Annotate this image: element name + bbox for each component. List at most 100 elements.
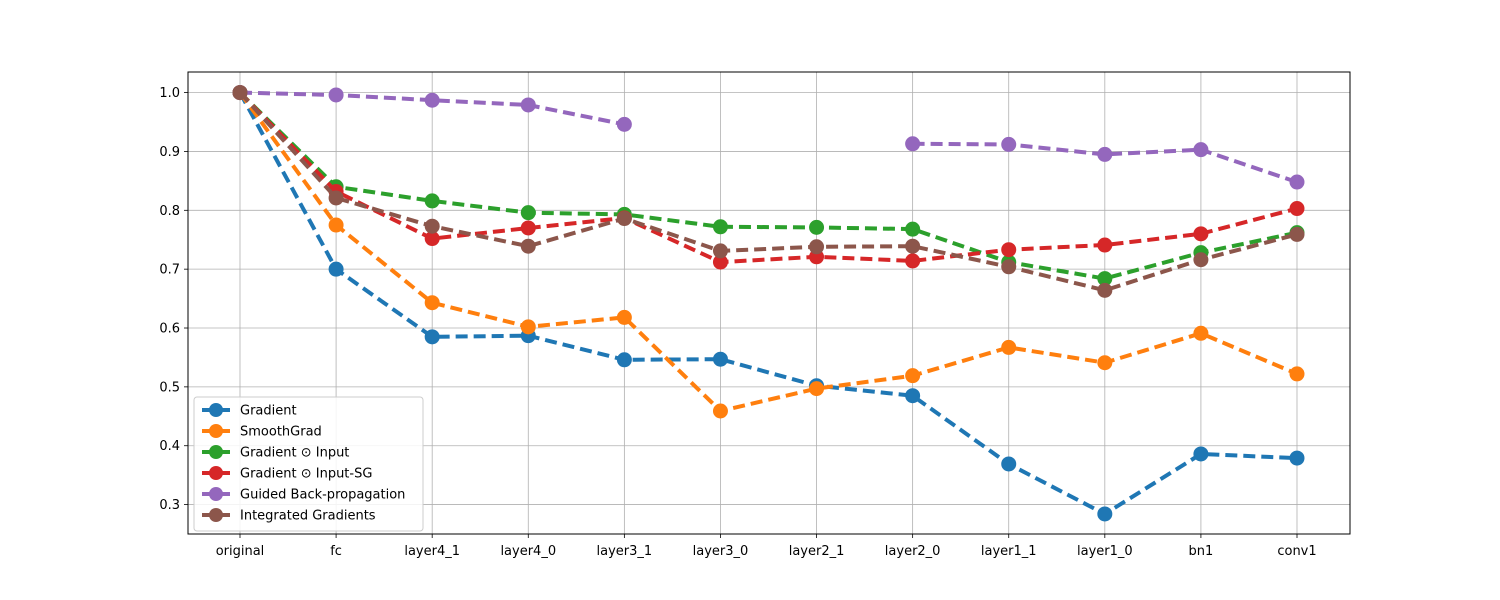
y-tick-label: 0.6 [159,322,180,337]
data-point [424,231,440,247]
data-point [1001,339,1017,355]
legend-label: SmoothGrad [240,425,322,440]
y-tick-label: 0.3 [159,498,180,513]
data-point [520,205,536,221]
series-line [912,141,1298,184]
data-point [1001,136,1017,152]
x-tick-label: fc [330,544,342,559]
data-point [616,352,632,368]
data-point [520,238,536,254]
data-point [712,219,728,235]
data-point [616,116,632,132]
data-point [809,239,825,255]
legend-swatch-marker [209,466,223,480]
data-point [328,190,344,206]
data-point [328,217,344,233]
data-point [1001,242,1017,258]
data-point [424,193,440,209]
data-point [424,218,440,234]
data-point [1097,355,1113,371]
legend-swatch-marker [209,508,223,522]
data-point [424,329,440,345]
y-tick-label: 0.4 [159,439,180,454]
data-point [905,388,921,404]
data-point [616,211,632,227]
y-tick-label: 1.0 [159,86,180,101]
data-point [1289,201,1305,217]
x-tick-label: layer2_1 [789,544,845,559]
data-point [1097,237,1113,253]
series-line [238,91,1298,293]
data-point [905,136,921,152]
series-line [238,91,1298,516]
data-point [424,295,440,311]
data-point [809,381,825,397]
data-point [1193,226,1209,242]
data-point [520,220,536,236]
x-tick-label: bn1 [1189,544,1214,559]
y-tick-label: 0.9 [159,145,180,160]
data-point [712,254,728,270]
y-tick-label: 0.7 [159,263,180,278]
series-line [238,91,1298,413]
y-tick-label: 0.5 [159,380,180,395]
legend-label: Guided Back-propagation [240,488,405,503]
data-point [1289,174,1305,190]
legend-swatch-marker [209,424,223,438]
x-axis: original fc layer4_1 layer4_0 layer3_1 layer3… [216,534,1317,559]
legend-label: Gradient ⊙ Input-SG [240,467,372,482]
legend-entry: Gradient ⊙ Input [202,445,349,461]
data-point [1097,506,1113,522]
x-tick-label: layer3_0 [693,544,749,559]
y-tick-label: 0.8 [159,204,180,219]
data-point [1001,259,1017,275]
series-line [238,91,1298,281]
data-point [520,319,536,335]
series-group [232,85,1305,522]
data-point [616,309,632,325]
legend-label: Integrated Gradients [240,509,376,524]
data-point [520,97,536,113]
y-axis: 0.3 0.4 0.5 0.6 0.7 0.8 0.9 1.0 [159,86,188,513]
data-point [1097,271,1113,287]
legend-label: Gradient [240,404,297,419]
legend-entry: Integrated Gradients [202,508,376,524]
x-tick-label: layer4_0 [500,544,556,559]
x-tick-label: layer3_1 [597,544,653,559]
data-point [905,253,921,269]
data-point [1193,252,1209,268]
data-point [712,351,728,367]
legend-swatch-marker [209,445,223,459]
legend-entry: Gradient [202,403,297,419]
data-point [712,403,728,419]
data-point [809,219,825,235]
series-6 [232,85,1305,298]
data-point [1289,366,1305,382]
legend-swatch-marker [209,487,223,501]
x-tick-label: original [216,544,265,559]
data-point [712,243,728,259]
x-tick-label: layer4_1 [404,544,460,559]
data-point [1289,450,1305,466]
series-line [239,90,625,127]
data-point [1097,146,1113,162]
legend-label: Gradient ⊙ Input [240,446,349,461]
data-point [905,368,921,384]
data-point [1097,282,1113,298]
x-tick-label: layer1_1 [981,544,1037,559]
data-point [905,221,921,237]
data-point [1193,325,1209,341]
legend: Gradient SmoothGrad Gradient ⊙ Input Gradie… [193,396,424,532]
legend-entry: Gradient ⊙ Input-SG [202,466,372,482]
data-point [232,85,248,101]
x-tick-label: conv1 [1277,544,1316,559]
plot-area-frame [187,71,1351,535]
data-point [905,238,921,254]
data-point [1001,456,1017,472]
data-point [328,261,344,277]
x-tick-label: layer1_0 [1077,544,1133,559]
legend-swatch-marker [209,403,223,417]
series-5 [232,85,1305,190]
series-line [238,91,1298,265]
